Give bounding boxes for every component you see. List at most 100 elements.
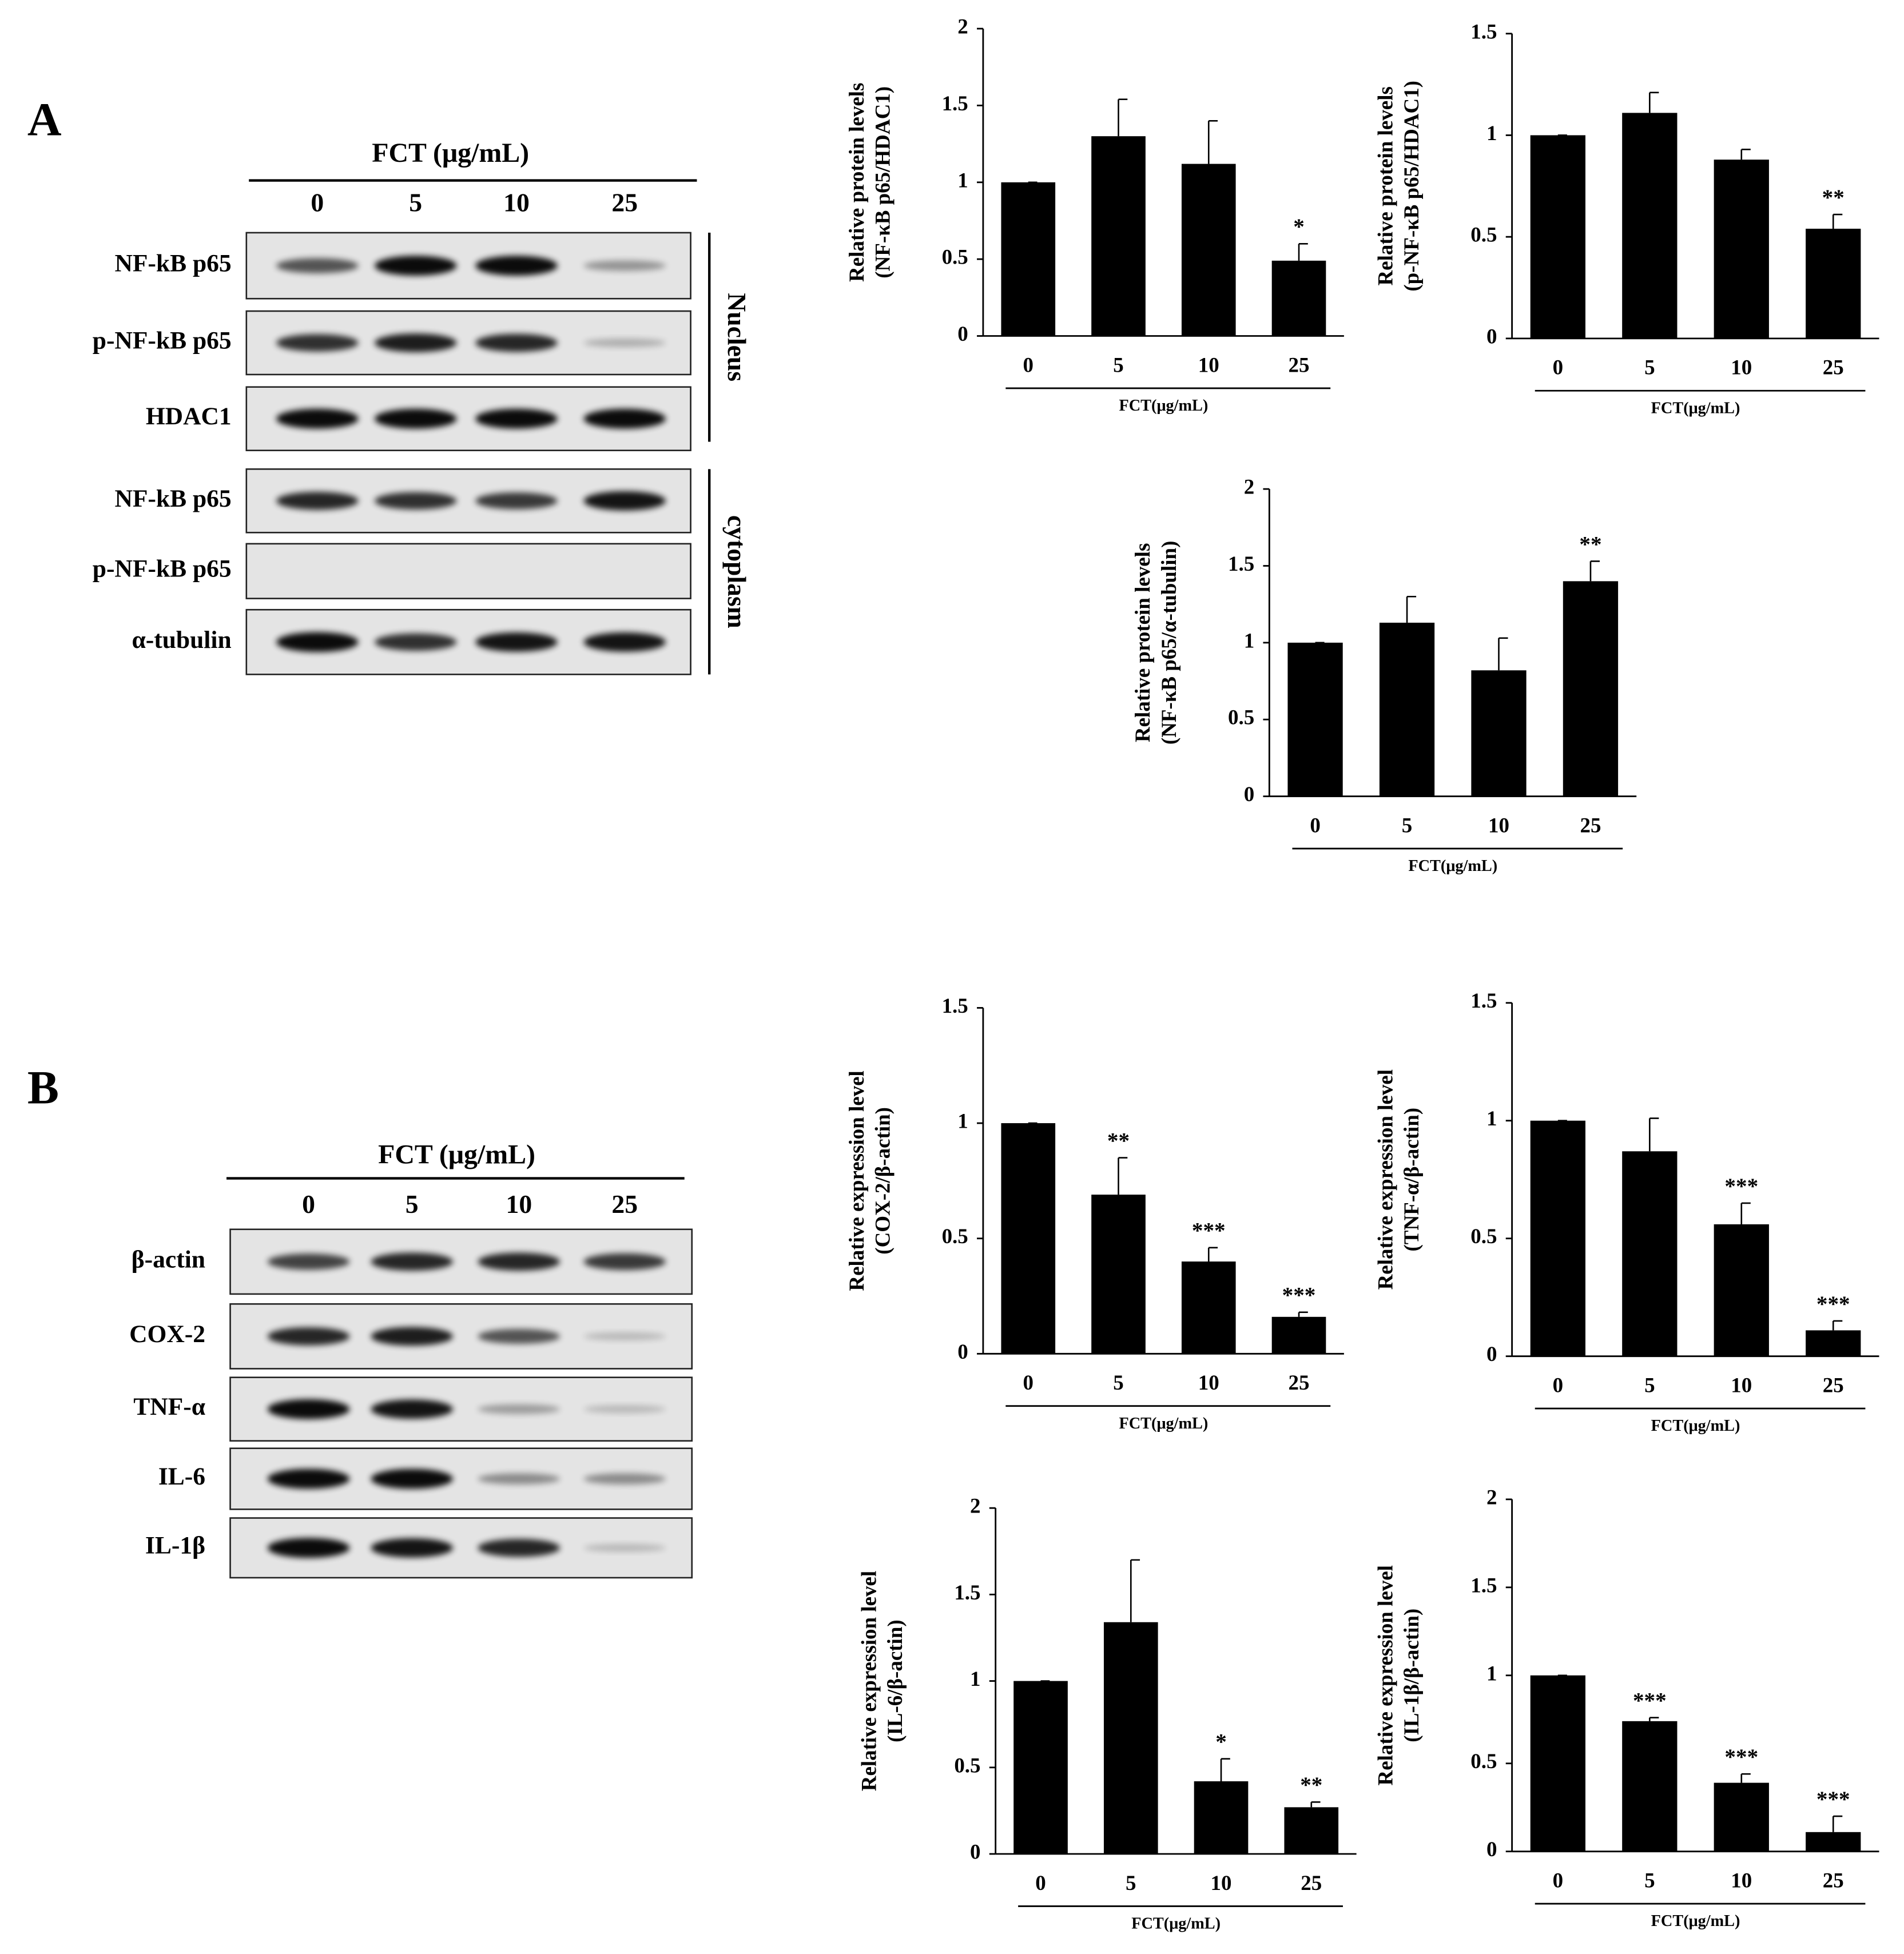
blot-band (374, 492, 457, 510)
bar (1091, 136, 1146, 336)
blot-band (267, 1399, 350, 1419)
y-tick-label: 1.5 (954, 1581, 980, 1604)
significance-label: *** (1633, 1689, 1667, 1713)
bar (1181, 164, 1236, 336)
blot-band (583, 1332, 666, 1340)
blot-band (374, 333, 457, 352)
y-label-wrap: Relative protein levels (1131, 543, 1154, 742)
y-tick-label: 0.5 (942, 245, 968, 269)
y-label-wrap: Relative protein levels (1374, 86, 1397, 285)
y-axis-label: Relative expression level (1374, 1565, 1397, 1785)
blot-band (478, 1473, 561, 1485)
blot-band (276, 334, 359, 352)
bar (1001, 182, 1056, 336)
x-tick-label: 0 (1023, 353, 1034, 376)
blot-band (583, 1405, 666, 1414)
blot-band (267, 1253, 350, 1270)
y-label-wrap: (COX-2/β-actin) (870, 1107, 895, 1255)
significance-label: ** (1300, 1773, 1322, 1797)
x-tick-label: 25 (1823, 1374, 1844, 1397)
bar (1806, 1832, 1861, 1852)
blot-band (583, 632, 666, 652)
blot-label: NF-kB p65 (114, 250, 231, 277)
blot-band (276, 492, 359, 510)
y-label-wrap: (NF-κB p65/α-tubulin) (1157, 541, 1181, 745)
bar (1194, 1781, 1249, 1854)
blot-label: TNF-α (133, 1393, 205, 1420)
y-label-wrap: Relative expression level (845, 1070, 868, 1291)
y-label-wrap: Relative protein levels (845, 83, 868, 282)
panel-letter: B (27, 1061, 59, 1113)
blot-label: NF-kB p65 (114, 485, 231, 512)
significance-label: ** (1107, 1128, 1130, 1153)
x-tick-label: 0 (1035, 1871, 1046, 1895)
x-tick-label: 25 (1823, 1869, 1844, 1892)
bar (1013, 1681, 1068, 1854)
x-tick-label: 5 (1644, 1869, 1655, 1892)
significance-label: *** (1816, 1292, 1850, 1316)
bar (1271, 260, 1326, 336)
blot-band (371, 1538, 453, 1558)
x-tick-label: 0 (1553, 1869, 1563, 1892)
lane-label: 10 (503, 188, 530, 217)
x-tick-label: 25 (1289, 1371, 1310, 1394)
y-label-wrap: Relative expression level (1374, 1565, 1397, 1785)
lane-label: 5 (406, 1189, 419, 1219)
y-tick-label: 1.5 (1470, 19, 1497, 43)
blot-band (267, 1469, 350, 1489)
y-tick-label: 1 (1244, 628, 1254, 652)
y-axis-label: Relative expression level (857, 1571, 881, 1791)
x-tick-label: 10 (1211, 1871, 1232, 1895)
significance-label: * (1293, 214, 1305, 239)
y-tick-label: 0.5 (1470, 1224, 1497, 1248)
blot-band (478, 1252, 561, 1271)
x-axis-label: FCT(μg/mL) (1119, 1415, 1209, 1432)
x-tick-label: 5 (1402, 813, 1412, 837)
x-tick-label: 5 (1113, 1371, 1123, 1394)
y-axis-label: Relative expression level (1374, 1069, 1397, 1290)
bar (1714, 160, 1769, 339)
significance-label: ** (1579, 532, 1601, 556)
blot-label: p-NF-kB p65 (93, 327, 232, 354)
group-label: cytoplasm (722, 515, 752, 628)
blot-band (371, 1469, 453, 1489)
blot-header: FCT (μg/mL) (372, 138, 529, 168)
x-tick-label: 5 (1644, 356, 1655, 379)
y-axis-label: (TNF-α/β-actin) (1400, 1108, 1424, 1252)
y-tick-label: 1.5 (942, 994, 968, 1017)
y-tick-label: 0 (957, 1340, 968, 1363)
x-axis-label: FCT(μg/mL) (1119, 397, 1209, 415)
x-tick-label: 10 (1731, 356, 1752, 379)
lane-label: 5 (409, 188, 422, 217)
significance-label: *** (1282, 1283, 1316, 1308)
bar (1714, 1782, 1769, 1852)
y-tick-label: 2 (957, 15, 968, 38)
blot-band (475, 333, 558, 352)
group-label-wrap: cytoplasm (722, 515, 752, 628)
y-tick-label: 2 (970, 1494, 980, 1518)
y-tick-label: 2 (1486, 1485, 1497, 1509)
blot-label: COX-2 (129, 1320, 205, 1348)
y-tick-label: 1.5 (1470, 1573, 1497, 1597)
y-label-wrap: (NF-κB p65/HDAC1) (870, 86, 895, 278)
y-tick-label: 0 (1244, 782, 1254, 806)
y-axis-label: (IL-6/β-actin) (883, 1619, 907, 1742)
x-tick-label: 25 (1580, 813, 1601, 837)
y-tick-label: 0 (970, 1840, 980, 1864)
bar (1287, 642, 1343, 797)
bar (1563, 581, 1619, 797)
significance-label: *** (1192, 1219, 1226, 1243)
blot-band (478, 1328, 561, 1344)
x-tick-label: 25 (1823, 356, 1844, 379)
bar (1284, 1807, 1339, 1854)
x-tick-label: 5 (1113, 353, 1123, 376)
y-axis-label: (COX-2/β-actin) (870, 1107, 895, 1255)
blot-band (374, 408, 457, 429)
x-axis-label: FCT(μg/mL) (1651, 1912, 1740, 1930)
x-tick-label: 0 (1023, 1371, 1034, 1394)
blot-label: α-tubulin (132, 626, 231, 654)
blot-band (475, 492, 558, 510)
y-axis-label: Relative protein levels (1131, 543, 1154, 742)
